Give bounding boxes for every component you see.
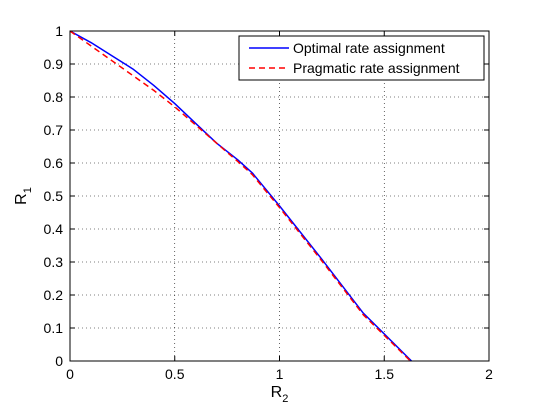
plot-background [70,31,489,361]
y-tick-label: 1 [55,23,63,39]
axis-ticks: 0 0.5 1 1.5 2 0 0.1 0.2 0.3 0.4 0.5 0.6 0.7 0.8 0.9 1 [44,23,494,382]
y-tick-label: 0.6 [44,155,64,171]
y-axis-label-subscript: 1 [22,187,34,193]
x-tick-label: 1.5 [375,366,395,382]
x-axis-label: R2 [271,384,289,405]
y-tick-label: 0 [55,353,63,369]
x-tick-label: 0 [66,366,74,382]
y-tick-label: 0.4 [44,221,64,237]
y-tick-label: 0.2 [44,287,64,303]
legend-box [238,35,485,81]
x-tick-label: 0.5 [165,366,185,382]
x-tick-label: 1 [276,366,284,382]
y-tick-label: 0.1 [44,320,64,336]
x-tick-label: 2 [485,366,493,382]
y-axis-label-main: R [13,193,30,205]
legend: Optimal rate assignment Pragmatic rate a… [238,35,485,81]
legend-label-optimal: Optimal rate assignment [293,40,445,56]
series-line-pragmatic [69,30,411,362]
y-tick-label: 0.7 [44,122,64,138]
x-axis-label-main: R [271,384,283,401]
y-tick-label: 0.5 [44,188,64,204]
legend-label-pragmatic: Pragmatic rate assignment [293,60,460,76]
y-tick-label: 0.8 [44,89,64,105]
y-tick-label: 0.3 [44,254,64,270]
y-tick-label: 0.9 [44,56,64,72]
series-layer [69,30,413,362]
y-axis-label: R1 [13,187,34,205]
x-axis-label-subscript: 2 [282,393,288,405]
